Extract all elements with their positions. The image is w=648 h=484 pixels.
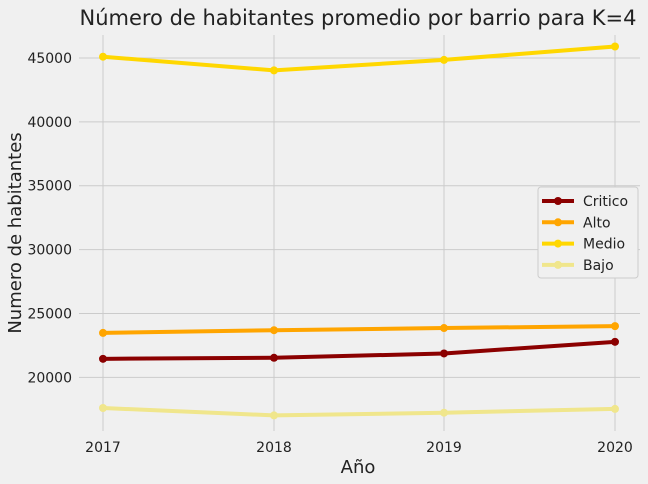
y-tick-label: 40000 — [27, 115, 72, 131]
series-layer — [99, 42, 619, 420]
data-point-critico — [440, 349, 448, 358]
legend: Critico Alto Medio Bajo — [537, 186, 639, 279]
y-tick-label: 35000 — [27, 179, 72, 195]
series-line-bajo — [101, 406, 617, 418]
tick-labels: 20000 25000 30000 35000 40000 45000 2017 2018 20… — [27, 51, 632, 456]
data-point-critico — [270, 353, 278, 362]
legend-label-critico: Critico — [583, 194, 628, 210]
data-point-bajo — [99, 404, 107, 413]
data-point-alto — [440, 324, 448, 333]
legend-marker-critico — [554, 197, 562, 205]
data-point-bajo — [270, 411, 278, 420]
legend-label-bajo: Bajo — [583, 258, 614, 274]
x-tick-label: 2017 — [85, 440, 121, 456]
data-point-critico — [611, 337, 619, 346]
legend-box — [537, 186, 639, 279]
legend-label-alto: Alto — [583, 215, 611, 231]
x-axis-label: Año — [341, 457, 376, 478]
legend-label-medio: Medio — [583, 237, 625, 253]
data-point-medio — [99, 52, 107, 61]
y-tick-label: 25000 — [27, 306, 72, 322]
x-tick-label: 2018 — [256, 440, 292, 456]
y-axis-label: Numero de habitantes — [5, 132, 26, 333]
legend-marker-alto — [554, 218, 562, 227]
data-point-critico — [99, 354, 107, 363]
series-line-alto — [101, 324, 617, 335]
data-point-bajo — [440, 408, 448, 417]
legend-marker-bajo — [554, 260, 562, 269]
x-tick-label: 2020 — [597, 440, 633, 456]
data-point-medio — [440, 55, 448, 64]
data-point-medio — [611, 42, 619, 51]
legend-marker-medio — [554, 239, 562, 248]
data-point-alto — [270, 326, 278, 335]
series-line-medio — [101, 44, 617, 73]
y-tick-label: 20000 — [27, 370, 72, 386]
series-line-critico — [101, 339, 617, 361]
y-tick-label: 30000 — [27, 243, 72, 259]
y-tick-label: 45000 — [27, 51, 72, 67]
chart-title: Número de habitantes promedio por barrio… — [79, 6, 636, 30]
data-point-alto — [611, 322, 619, 331]
data-point-alto — [99, 328, 107, 337]
data-point-bajo — [611, 404, 619, 413]
x-tick-label: 2019 — [426, 440, 462, 456]
data-point-medio — [270, 66, 278, 75]
